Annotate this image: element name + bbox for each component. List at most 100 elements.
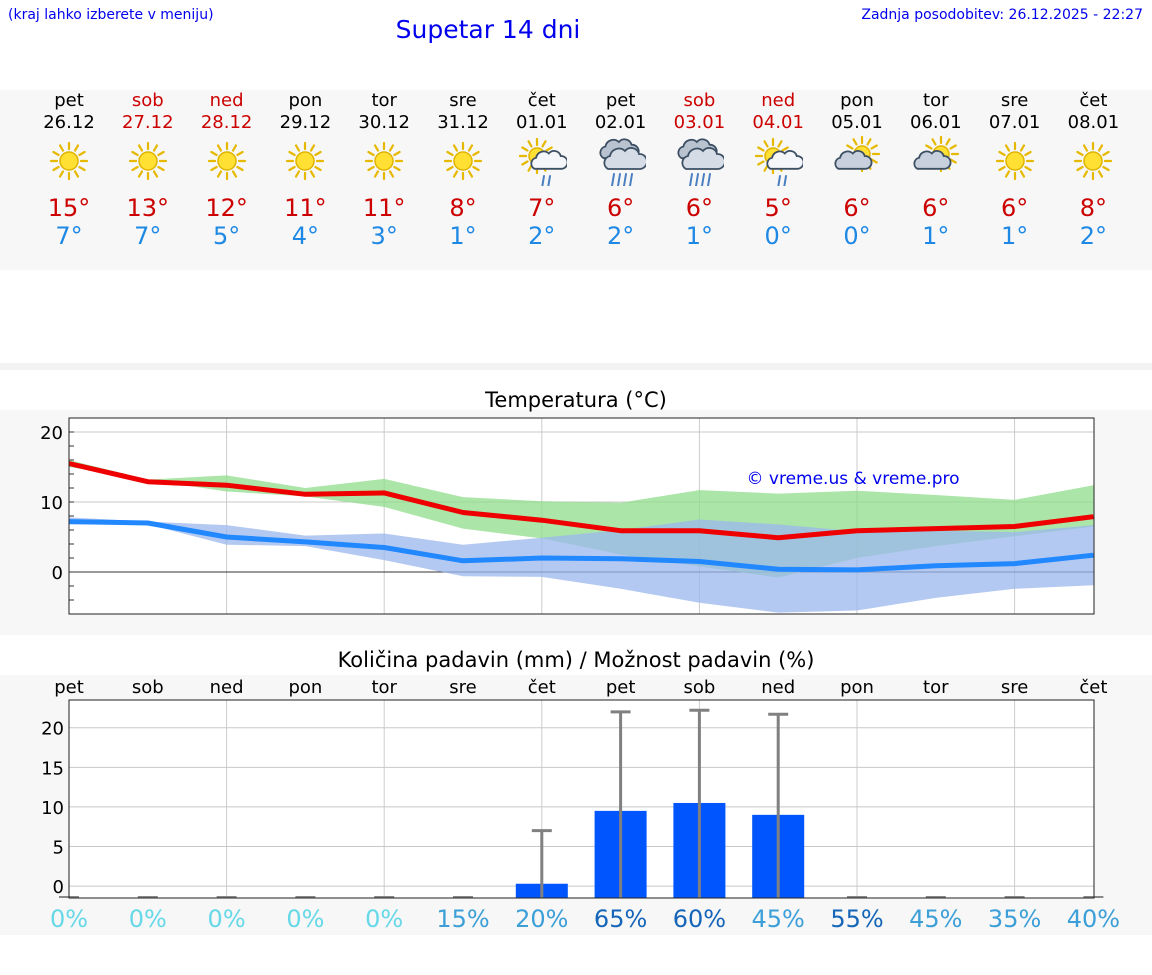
weather-icon-holder — [817, 134, 897, 194]
sun-ray — [389, 144, 395, 152]
location-menu-hint[interactable]: (kraj lahko izberete v meniju) — [8, 7, 214, 23]
temp-high: 13° — [126, 194, 170, 222]
precip-probability: 65% — [594, 905, 647, 933]
sun-ray — [446, 150, 454, 157]
day-date: 26.12 — [43, 112, 95, 133]
day-column: sob 27.12 13° 7° — [108, 90, 188, 250]
rain-drop — [777, 175, 782, 189]
day-date: 29.12 — [279, 112, 332, 133]
rain-drops — [689, 173, 712, 187]
sun-ray — [1083, 170, 1089, 178]
sun-ray — [310, 144, 316, 152]
temp-high: 8° — [1079, 194, 1108, 222]
sun-ray — [949, 158, 957, 164]
sun-ray — [231, 144, 237, 152]
day-column: čet 01.01 7° 2° — [502, 90, 582, 250]
sun-ray — [235, 150, 244, 157]
y-tick-label: 20 — [40, 423, 63, 444]
weather-icon-holder — [581, 134, 661, 194]
sun-ray — [870, 144, 878, 150]
sun-disc — [295, 151, 316, 171]
rain-drop — [783, 175, 788, 189]
precip-probability: 55% — [830, 905, 883, 933]
day-name: pet — [605, 90, 636, 111]
sun-ray — [73, 170, 80, 178]
temp-low: 1° — [449, 222, 477, 250]
sun-cloud-icon — [913, 135, 959, 173]
sun-disc — [59, 151, 79, 171]
rain-drop — [610, 173, 615, 187]
watermark: © vreme.us & vreme.pro — [746, 469, 959, 489]
sun-ray — [209, 150, 218, 157]
sun-disc — [216, 151, 237, 171]
temp-low: 1° — [922, 222, 950, 250]
sun-ray — [314, 165, 323, 172]
sun-disc — [453, 151, 473, 171]
rain-drop — [616, 173, 621, 187]
precip-probability: 35% — [988, 905, 1041, 933]
day-name: tor — [371, 90, 397, 111]
temp-high: 15° — [47, 194, 91, 222]
sun-ray — [367, 150, 375, 157]
day-date: 01.01 — [516, 112, 568, 133]
sun-ray — [216, 144, 222, 152]
sun-ray — [527, 140, 533, 148]
sun-ray — [997, 150, 1006, 157]
sun-ray — [1023, 150, 1032, 157]
day-date: 07.01 — [988, 112, 1041, 133]
day-date: 30.12 — [358, 112, 410, 133]
day-column: ned 04.01 5° 0° — [738, 90, 818, 250]
sun-ray — [295, 144, 301, 152]
day-name: pon — [840, 90, 874, 111]
plot-frame — [68, 699, 1095, 899]
cloud-outline — [834, 150, 873, 170]
temp-high: 6° — [843, 194, 871, 222]
weather-icon-holder — [344, 134, 424, 194]
temp-high: 6° — [922, 194, 950, 222]
sun-ray — [1019, 144, 1025, 152]
x-category-label: pon — [288, 677, 322, 698]
sun-ray — [78, 150, 86, 157]
weather-icon-holder — [502, 134, 582, 194]
last-updated: Zadnja posodobitev: 26.12.2025 - 22:27 — [861, 7, 1143, 23]
sun-ray — [467, 144, 474, 152]
day-column: sre 31.12 8° 1° — [423, 90, 503, 250]
day-date: 27.12 — [122, 112, 174, 133]
weather-icon-holder — [975, 134, 1055, 194]
x-category-label: čet — [1079, 677, 1107, 698]
separator — [0, 363, 1152, 370]
sun-ray — [520, 146, 529, 152]
x-category-label: sob — [683, 677, 715, 698]
temp-low: 4° — [291, 222, 320, 250]
weather-icon-holder — [29, 134, 109, 194]
sun-ray — [235, 165, 244, 172]
precip-probability: 0% — [208, 905, 246, 933]
sun-icon — [365, 141, 404, 181]
day-name: sob — [683, 90, 716, 111]
day-column: pon 29.12 11° 4° — [265, 90, 345, 250]
sun-ray — [472, 165, 480, 172]
day-column: pet 02.01 6° 2° — [581, 90, 661, 250]
day-date: 05.01 — [831, 112, 883, 133]
y-tick-label: 10 — [40, 493, 63, 514]
sun-ray — [924, 144, 933, 150]
temp-low: 2° — [528, 222, 556, 250]
weather-icon-holder — [265, 134, 345, 194]
sun-ray — [131, 150, 139, 157]
temperature-chart-title: Temperatura (°C) — [485, 388, 667, 412]
cloud-outline — [913, 150, 952, 170]
sun-shape — [128, 141, 167, 181]
rain-drop — [622, 173, 627, 187]
day-column: tor 06.01 6° 1° — [896, 90, 976, 250]
day-name: sob — [131, 90, 164, 111]
temp-low: 0° — [764, 222, 792, 250]
sun-ray — [367, 165, 375, 172]
temp-low: 7° — [134, 222, 162, 250]
sun-disc — [1083, 151, 1104, 171]
sun-ray — [446, 165, 454, 172]
sun-ray — [152, 170, 158, 178]
sun-ray — [541, 140, 547, 148]
temp-low: 1° — [685, 222, 714, 250]
sun-disc — [138, 151, 158, 171]
precip-probability: 40% — [1067, 905, 1120, 933]
